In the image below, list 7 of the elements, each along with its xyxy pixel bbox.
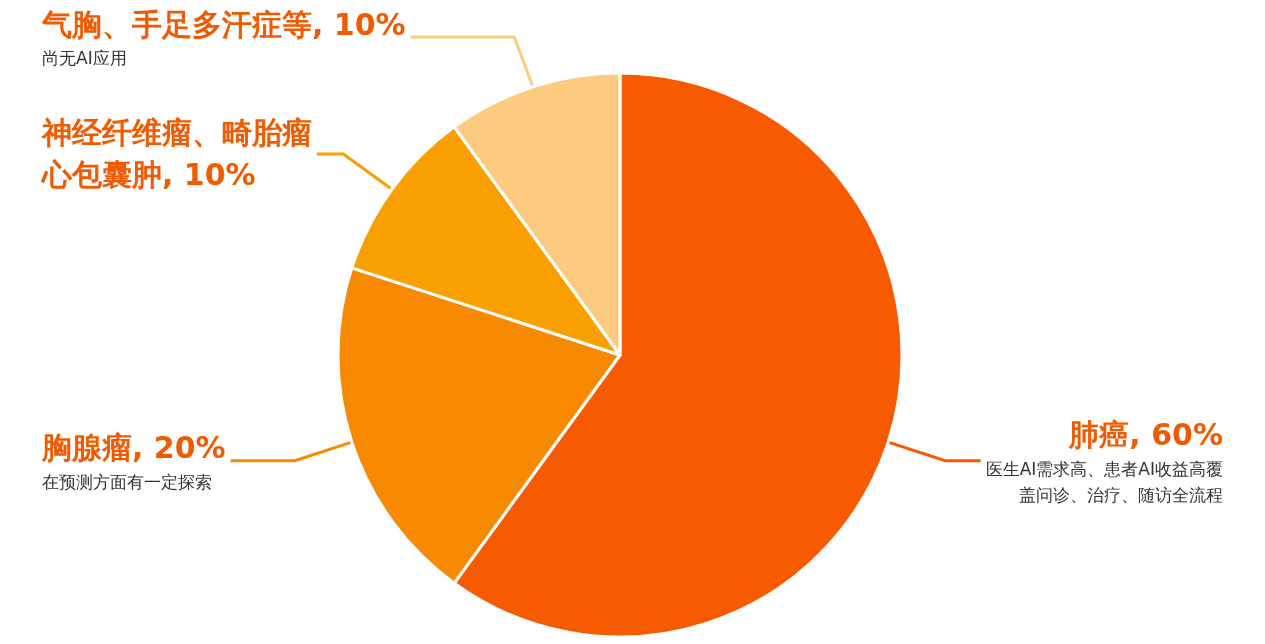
text: 在预测方面有一定探索 bbox=[42, 471, 212, 492]
slice-label: 胸腺瘤, 20% bbox=[41, 430, 226, 466]
slice-label: 肺癌, 60% bbox=[1068, 417, 1223, 453]
slice-label: 神经纤维瘤、畸胎瘤心包囊肿, 10% bbox=[40, 115, 312, 193]
text: 尚无AI应用 bbox=[42, 48, 127, 68]
text: 医生AI需求高、患者AI收益高覆盖问诊、治疗、随访全流程 bbox=[985, 458, 1223, 505]
slice-label: 气胸、手足多汗症等, 10% bbox=[41, 6, 406, 42]
